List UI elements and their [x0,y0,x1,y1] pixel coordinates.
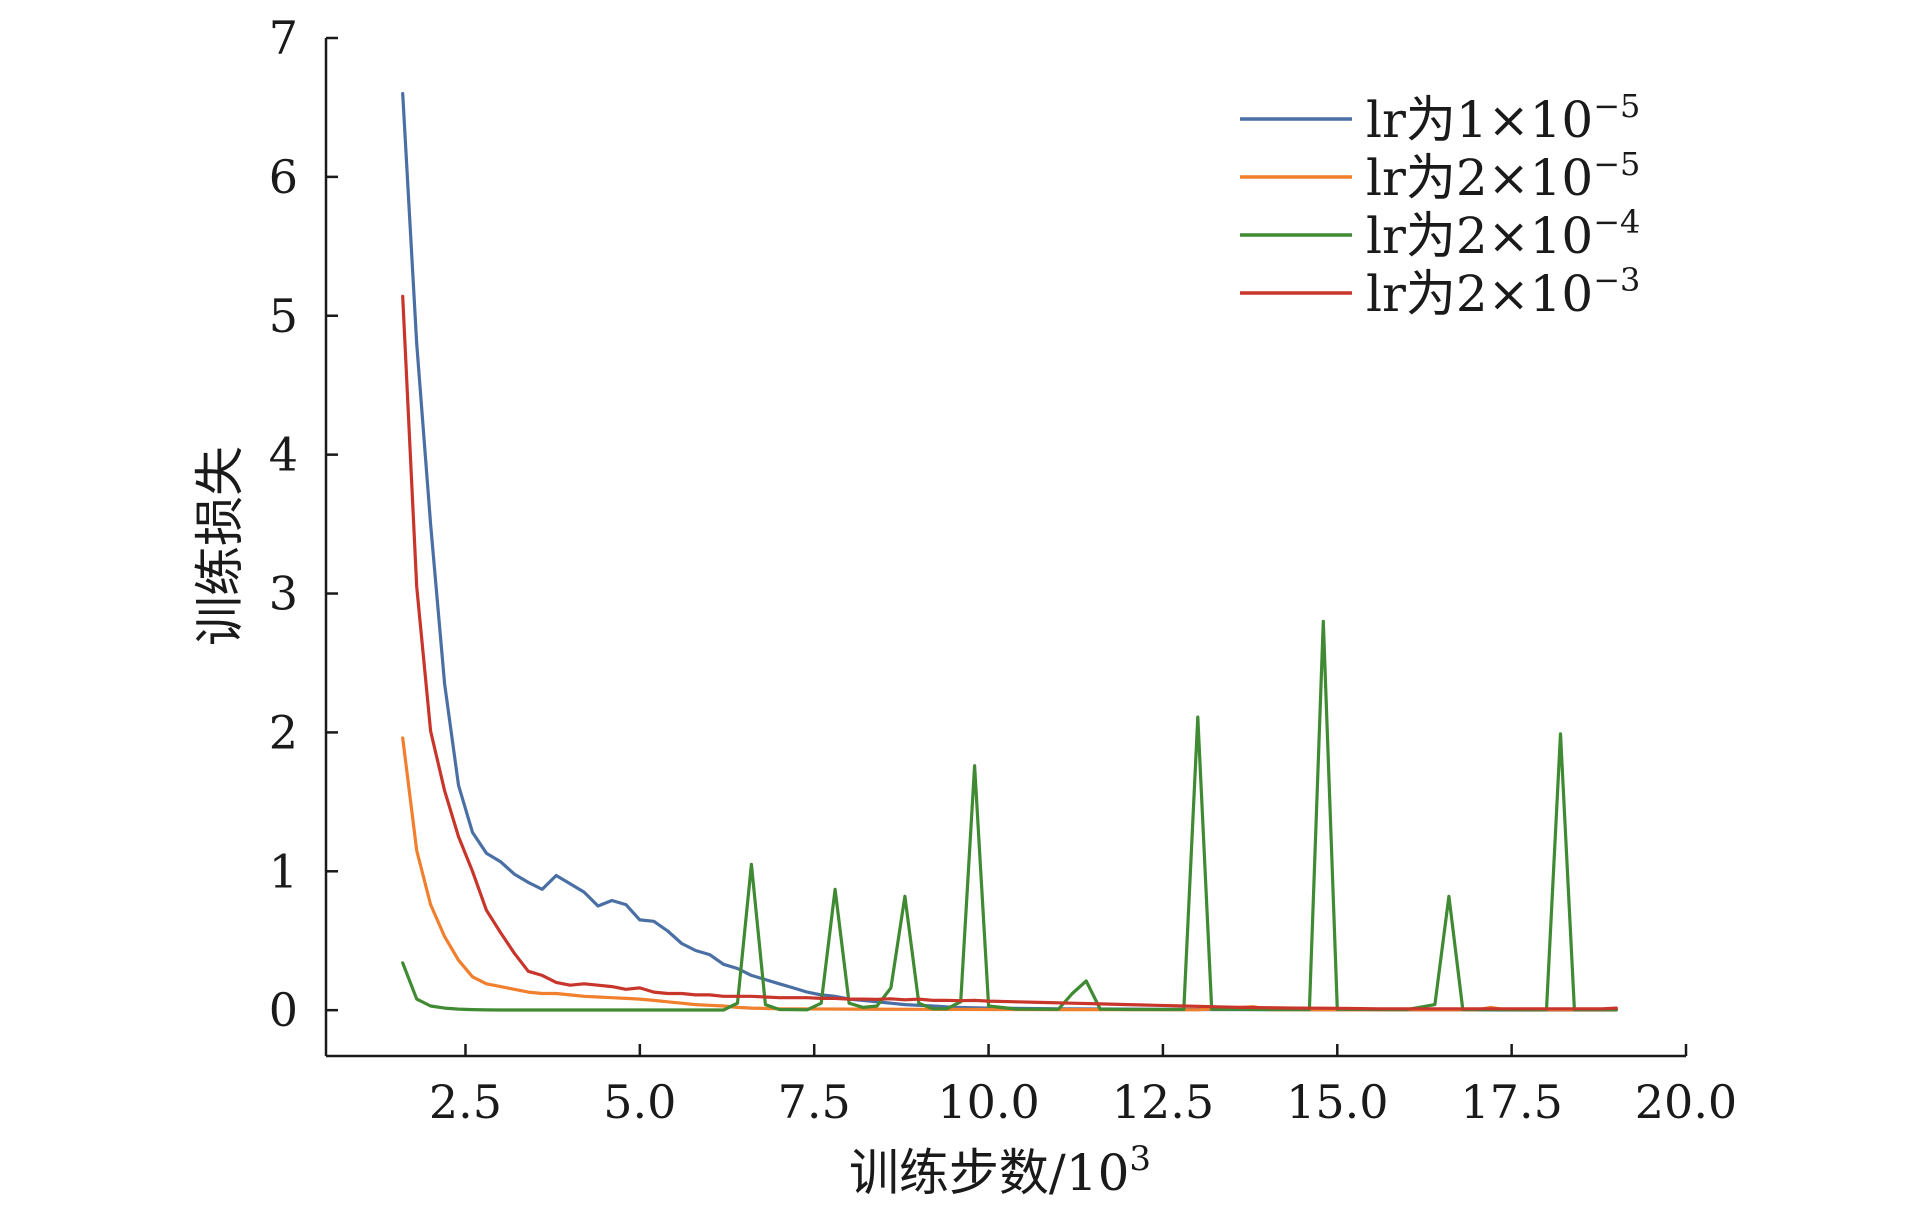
y-tick-label: 2 [269,705,298,759]
series-line-3 [401,619,1618,1012]
legend-label-4: lr为2×10−3 [1366,261,1640,323]
series-line-4 [401,294,1618,1011]
x-tick-label: 2.5 [429,1075,502,1129]
x-tick-label: 17.5 [1460,1075,1562,1129]
x-tick-label: 7.5 [778,1075,851,1129]
x-axis-title-text: 训练步数/10 [849,1144,1129,1202]
y-axis-title: 训练损失 [191,446,249,646]
y-tick-label: 6 [269,150,298,204]
x-tick-label: 20.0 [1635,1075,1737,1129]
y-axis: 0 1 2 3 4 5 6 7 [269,11,338,1056]
series-line-2 [401,736,1618,1012]
x-axis: 2.5 5.0 7.5 10.0 12.5 15.0 17.5 20.0 [326,1044,1737,1129]
y-tick-label: 5 [269,289,298,343]
y-tick-label: 7 [269,11,298,65]
x-axis-title-sup: 3 [1129,1139,1151,1179]
legend-label-3: lr为2×10−4 [1366,203,1640,265]
y-tick-label: 1 [269,844,298,898]
x-tick-label: 15.0 [1286,1075,1388,1129]
x-tick-label: 12.5 [1112,1075,1214,1129]
x-axis-title: 训练步数/103 [849,1139,1151,1202]
x-tick-label: 5.0 [603,1075,676,1129]
x-tick-label: 10.0 [937,1075,1039,1129]
legend-label-1: lr为1×10−5 [1366,87,1640,149]
y-tick-label: 4 [269,428,298,482]
y-tick-label: 3 [269,567,298,621]
series-group [401,92,1618,1012]
y-tick-label: 0 [269,983,298,1037]
legend-label-2: lr为2×10−5 [1366,145,1640,207]
